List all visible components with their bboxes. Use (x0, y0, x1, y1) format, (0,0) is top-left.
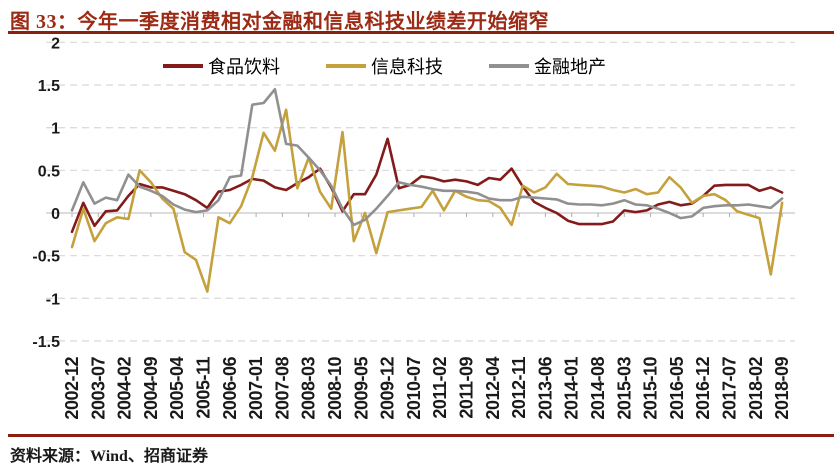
series-line-信息科技 (70, 108, 784, 293)
legend-label-finance-realestate: 金融地产 (534, 57, 606, 77)
source-attribution: 资料来源：Wind、招商证券 (10, 448, 208, 465)
x-axis-label: 2018-02 (746, 357, 766, 420)
x-axis-label: 2005-04 (167, 357, 187, 420)
figure-title: 图 33：今年一季度消费相对金融和信息科技业绩差开始缩窄 (10, 11, 549, 33)
legend-item-finance-realestate: 金融地产 (489, 53, 606, 79)
x-axis-label: 2008-10 (325, 357, 345, 420)
legend-label-food-beverage: 食品饮料 (208, 57, 280, 77)
x-axis-label: 2010-07 (404, 357, 424, 420)
x-axis-label: 2014-08 (588, 357, 608, 420)
x-axis-label: 2007-08 (272, 357, 292, 420)
x-axis-label: 2016-12 (693, 357, 713, 420)
y-axis-label: -1 (46, 291, 60, 308)
x-axis-label: 2018-09 (772, 357, 792, 420)
x-axis-label: 2004-09 (141, 357, 161, 420)
chart-legend: 食品饮料 信息科技 金融地产 (163, 53, 606, 79)
source-divider-rule (8, 434, 834, 437)
x-axis-label: 2015-03 (614, 357, 634, 420)
x-axis-label: 2015-10 (641, 357, 661, 420)
y-axis-label: 0.5 (38, 163, 60, 180)
legend-swatch-info-tech (326, 64, 366, 68)
y-axis-label: -0.5 (32, 249, 60, 266)
x-axis-label: 2011-09 (456, 357, 476, 419)
legend-item-info-tech: 信息科技 (326, 53, 443, 79)
x-axis-label: 2011-02 (430, 357, 450, 419)
legend-swatch-food-beverage (163, 64, 203, 68)
x-axis-label: 2013-06 (535, 357, 555, 420)
x-axis-label: 2014-01 (562, 357, 582, 420)
x-axis-label: 2002-12 (62, 357, 82, 420)
y-axis-label: -1.5 (32, 334, 60, 351)
x-axis-label: 2004-02 (115, 357, 135, 420)
legend-label-info-tech: 信息科技 (371, 57, 443, 77)
x-axis-label: 2006-06 (220, 357, 240, 420)
legend-swatch-finance-realestate (489, 64, 529, 68)
y-axis-label: 1 (51, 121, 60, 138)
title-divider-rule (8, 31, 834, 34)
y-axis-label: 0 (51, 206, 60, 223)
x-axis-label: 2008-03 (299, 357, 319, 420)
x-axis-label: 2017-07 (719, 357, 739, 420)
x-axis-label: 2016-05 (667, 357, 687, 420)
x-axis-label: 2012-11 (509, 357, 529, 419)
x-axis-label: 2009-12 (378, 357, 398, 420)
y-axis-label: 2 (51, 35, 60, 52)
x-axis-label: 2005-11 (193, 357, 213, 419)
x-axis-label: 2003-07 (88, 357, 108, 420)
series-line-金融地产 (70, 88, 784, 227)
x-axis-label: 2009-05 (351, 357, 371, 420)
x-axis-label: 2007-01 (246, 357, 266, 420)
x-axis-label: 2012-04 (483, 357, 503, 420)
series-line-食品饮料 (70, 137, 784, 234)
y-axis-label: 1.5 (38, 78, 60, 95)
legend-item-food-beverage: 食品饮料 (163, 53, 280, 79)
